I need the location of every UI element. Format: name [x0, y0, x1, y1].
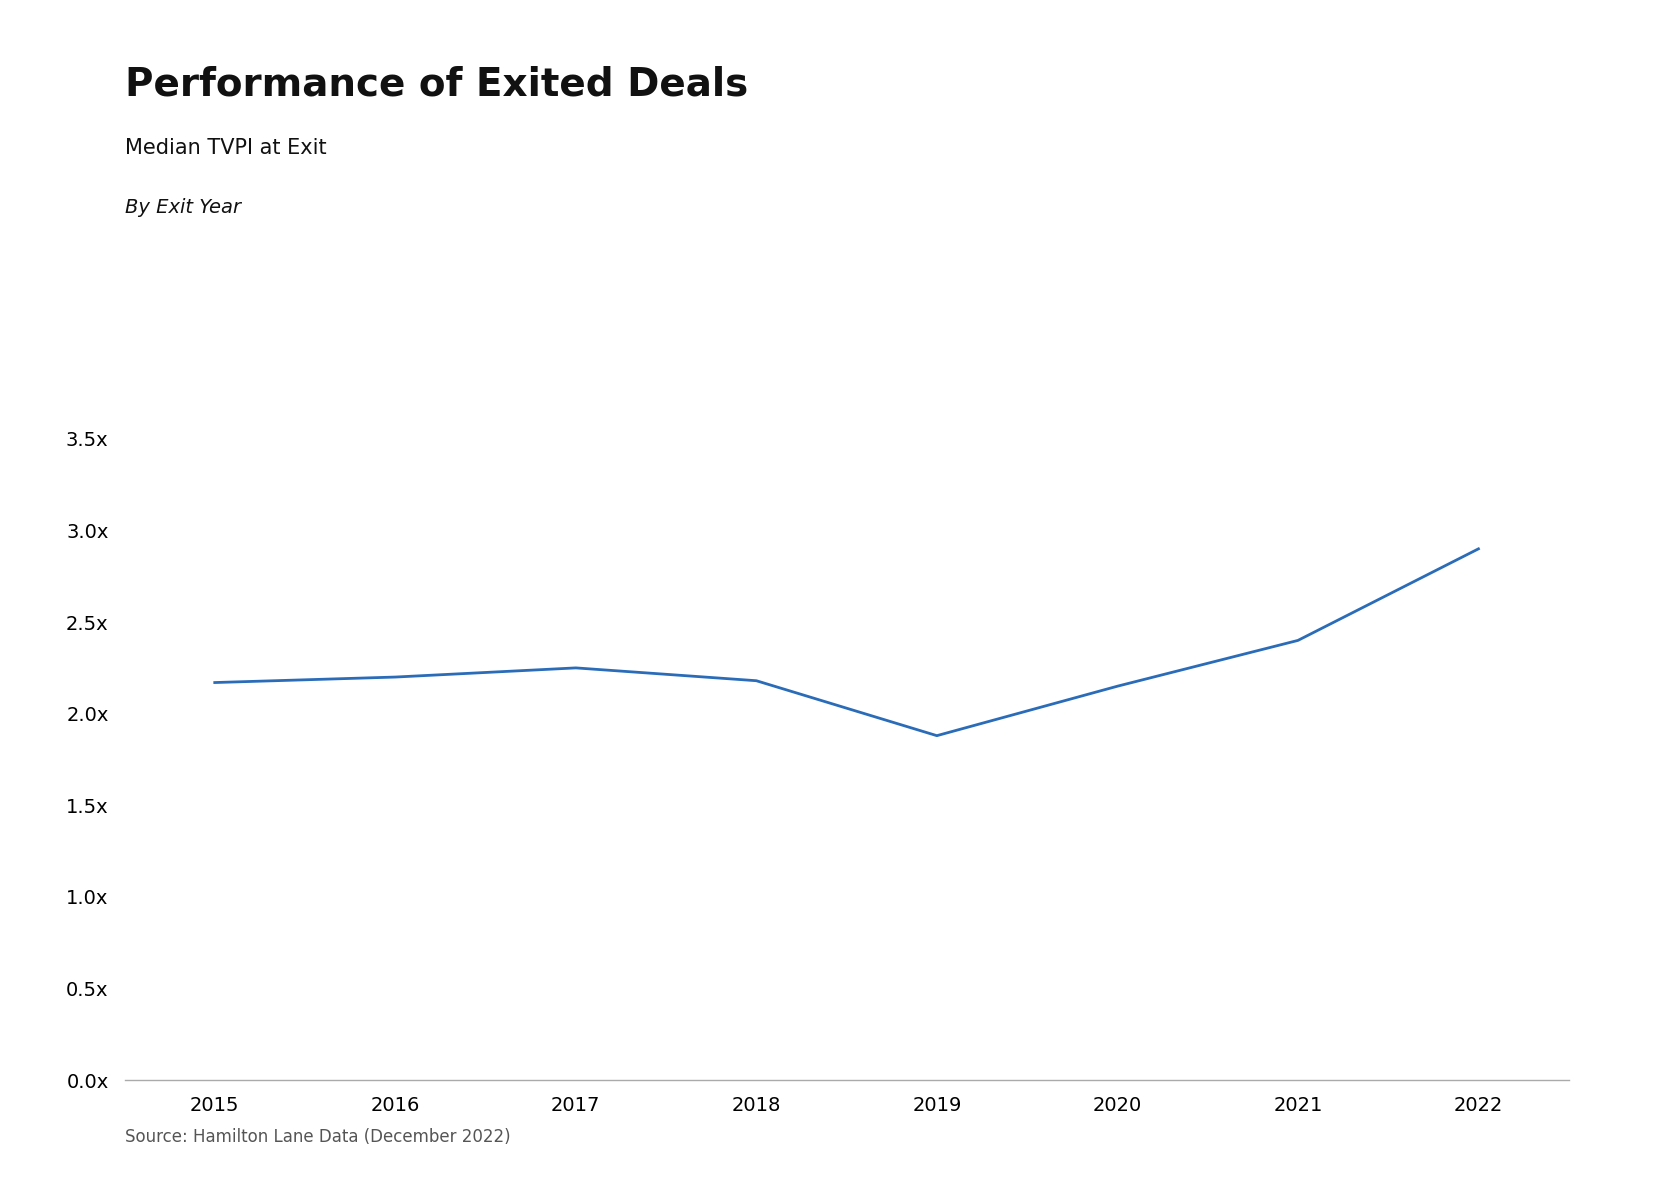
Text: Performance of Exited Deals: Performance of Exited Deals: [124, 66, 747, 104]
Text: Source: Hamilton Lane Data (December 2022): Source: Hamilton Lane Data (December 202…: [124, 1128, 510, 1146]
Text: By Exit Year: By Exit Year: [124, 198, 241, 217]
Text: Median TVPI at Exit: Median TVPI at Exit: [124, 138, 325, 158]
